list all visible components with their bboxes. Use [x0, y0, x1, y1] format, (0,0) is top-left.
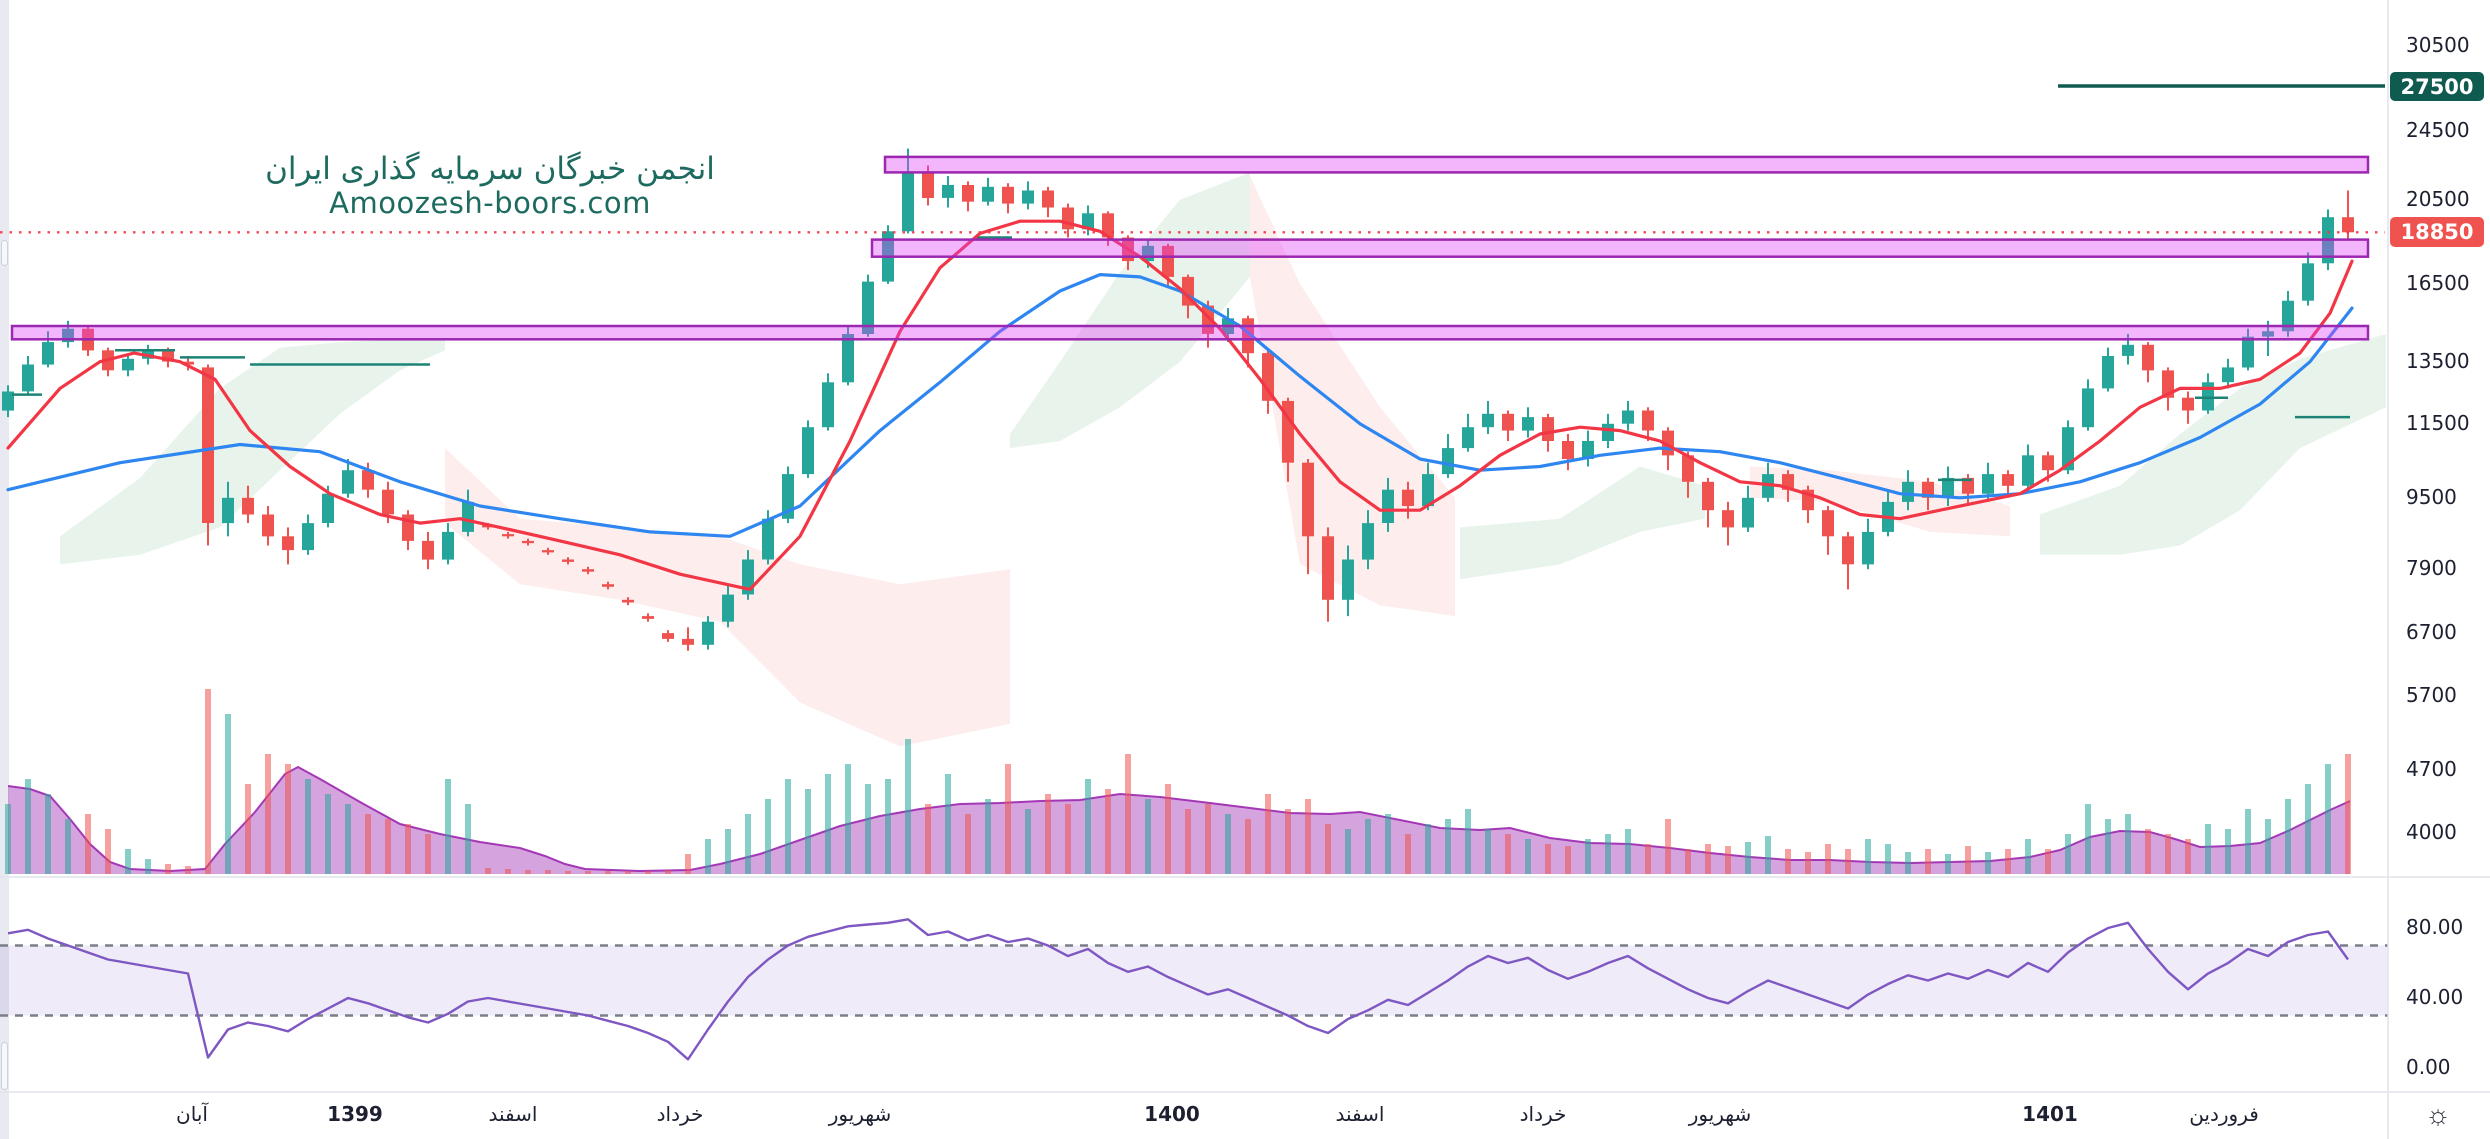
- step-line-dashes: [12, 236, 2350, 482]
- alert-price-badge: 27500: [2390, 72, 2484, 101]
- candles-layer: [2, 148, 2354, 651]
- price-axis-label: 7900: [2406, 556, 2457, 581]
- time-axis-label: فروردین: [2189, 1102, 2259, 1126]
- price-axis[interactable]: 30500 24500 20500 16500 13500 11500 9500 7900 67…: [2388, 0, 2490, 1092]
- time-axis-label: شهریور: [1688, 1102, 1752, 1126]
- time-axis-label: اسفند: [1335, 1102, 1385, 1126]
- price-axis-label: 24500: [2406, 117, 2470, 142]
- time-axis-label: 1399: [327, 1102, 383, 1126]
- time-axis-label: 1400: [1144, 1102, 1200, 1126]
- rsi-line: [7, 918, 2349, 1061]
- rsi-pane: [0, 918, 2388, 1061]
- theme-toggle-icon[interactable]: ☼: [2412, 1096, 2464, 1134]
- support-resistance-zones[interactable]: [10, 155, 2370, 341]
- price-axis-label: 5700: [2406, 682, 2457, 707]
- rsi-axis-label: 40.00: [2406, 985, 2464, 1009]
- ichimoku-cloud-layer: [60, 172, 2386, 747]
- price-axis-label: 16500: [2406, 270, 2470, 295]
- price-axis-label: 30500: [2406, 32, 2470, 57]
- time-axis-label: خرداد: [656, 1102, 704, 1126]
- time-axis-label: 1401: [2022, 1102, 2078, 1126]
- price-axis-label: 4000: [2406, 819, 2457, 844]
- volume-ma-area: [7, 765, 2351, 874]
- price-axis-label: 13500: [2406, 348, 2470, 373]
- time-axis-label: آبان: [176, 1102, 208, 1126]
- ma-fast-line: [6, 219, 2354, 592]
- time-axis-label: شهریور: [828, 1102, 892, 1126]
- time-axis[interactable]: آبان 1399 اسفند خرداد شهریور 1400 اسفند خرداد شه…: [0, 1092, 2388, 1139]
- scrollbar-thumb[interactable]: [1, 240, 8, 266]
- rsi-axis-label: 0.00: [2406, 1055, 2451, 1079]
- volume-bars-layer: [5, 689, 2351, 874]
- price-axis-label: 20500: [2406, 186, 2470, 211]
- price-axis-label: 11500: [2406, 410, 2470, 435]
- rsi-axis-label: 80.00: [2406, 915, 2464, 939]
- time-axis-label: خرداد: [1519, 1102, 1567, 1126]
- price-axis-label: 9500: [2406, 484, 2457, 509]
- last-price-badge: 18850: [2390, 217, 2484, 247]
- left-toolbar-strip: [0, 0, 9, 1139]
- price-axis-label: 6700: [2406, 620, 2457, 645]
- scrollbar-thumb[interactable]: [1, 1042, 8, 1090]
- time-axis-label: اسفند: [488, 1102, 538, 1126]
- price-axis-label: 4700: [2406, 757, 2457, 782]
